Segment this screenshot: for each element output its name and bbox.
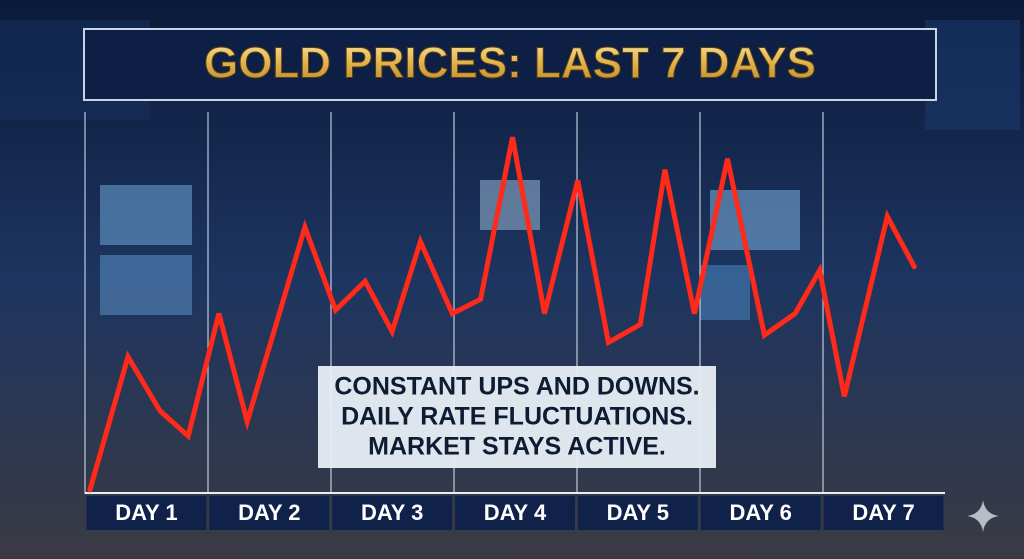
x-tick-label: DAY 5: [607, 500, 669, 525]
x-tick-box: [86, 496, 207, 530]
annotation-line: CONSTANT UPS AND DOWNS.: [334, 373, 699, 401]
chart-title: GOLD PRICES: LAST 7 DAYS: [204, 39, 816, 88]
x-tick-label: DAY 4: [484, 500, 547, 525]
x-tick-label: DAY 2: [238, 500, 300, 525]
annotation-box: [318, 366, 716, 468]
x-tick-label: DAY 7: [852, 500, 914, 525]
background-screens: [0, 20, 1020, 320]
plot: DAY 1 DAY 2 DAY 3 DAY 4 DAY 5 DAY 6 DAY 7: [86, 136, 944, 530]
x-tick-box: [209, 496, 330, 530]
x-tick-box: [455, 496, 575, 530]
sparkle-icon: [967, 500, 999, 532]
title-box: [83, 28, 937, 101]
x-tick-label: DAY 1: [115, 500, 177, 525]
x-tick-label: DAY 3: [361, 500, 423, 525]
annotation-line: MARKET STAYS ACTIVE.: [368, 433, 666, 461]
price-line: [87, 136, 917, 493]
x-tick-box: [823, 496, 944, 530]
x-tick-box: [577, 496, 698, 530]
annotation-line: DAILY RATE FLUCTUATIONS.: [341, 403, 693, 431]
x-tick-box: [332, 496, 453, 530]
x-tick-box: [700, 496, 821, 530]
x-tick-label: DAY 6: [730, 500, 792, 525]
